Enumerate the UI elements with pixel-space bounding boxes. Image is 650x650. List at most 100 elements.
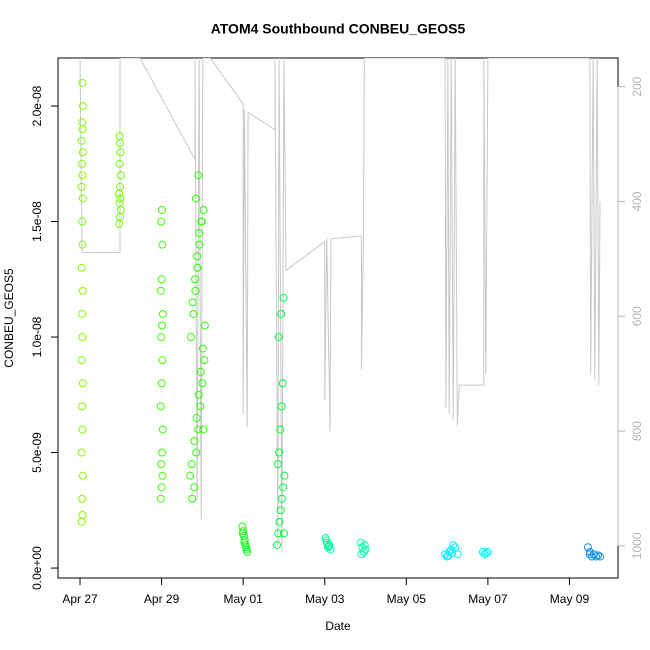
point — [361, 545, 370, 554]
point — [158, 321, 167, 330]
point — [243, 547, 252, 556]
point — [277, 309, 286, 318]
point — [78, 194, 87, 203]
point — [449, 540, 458, 549]
point — [447, 549, 456, 558]
point — [275, 448, 284, 457]
point — [115, 132, 124, 141]
point — [158, 309, 167, 318]
point — [194, 171, 203, 180]
y-tick-label: 1.5e-08 — [30, 201, 44, 242]
point — [194, 390, 203, 399]
point — [78, 102, 87, 111]
point — [189, 309, 198, 318]
point — [186, 333, 195, 342]
point — [238, 529, 247, 538]
point — [192, 413, 201, 422]
point — [78, 494, 87, 503]
point — [443, 551, 452, 560]
y2-tick-label: 400 — [630, 191, 644, 211]
point — [158, 471, 167, 480]
point — [585, 547, 594, 556]
point — [158, 448, 167, 457]
point — [453, 550, 462, 559]
y-tick-label: 2.0e-08 — [30, 85, 44, 126]
point — [78, 333, 87, 342]
point — [115, 189, 124, 198]
point — [191, 194, 200, 203]
point — [188, 298, 197, 307]
x-axis-label: Date — [325, 619, 351, 633]
x-tick-label: May 09 — [550, 592, 590, 606]
point — [190, 437, 199, 446]
point — [78, 425, 87, 434]
x-tick-label: Apr 29 — [144, 592, 180, 606]
point — [158, 425, 167, 434]
pressure-line — [79, 58, 601, 552]
point — [157, 217, 166, 226]
point — [157, 483, 166, 492]
point — [78, 309, 87, 318]
point — [190, 483, 199, 492]
point — [200, 356, 209, 365]
point — [193, 252, 202, 261]
point — [193, 263, 202, 272]
point — [191, 275, 200, 284]
point — [77, 517, 86, 526]
point — [277, 402, 286, 411]
x-tick-label: May 05 — [387, 592, 427, 606]
point — [77, 448, 86, 457]
point — [78, 402, 87, 411]
point — [188, 494, 197, 503]
point — [157, 275, 166, 284]
point — [200, 321, 209, 330]
point — [583, 543, 592, 552]
point — [78, 159, 87, 168]
point — [242, 543, 251, 552]
point — [591, 552, 600, 561]
point — [77, 182, 86, 191]
point — [197, 217, 206, 226]
x-tick-label: May 03 — [305, 592, 345, 606]
point — [192, 448, 201, 457]
point — [357, 550, 366, 559]
plot-box — [57, 57, 619, 579]
y-tick-label: 1.0e-08 — [30, 316, 44, 357]
point — [324, 542, 333, 551]
point — [78, 125, 87, 134]
point — [483, 547, 492, 556]
point — [156, 286, 165, 295]
point — [78, 379, 87, 388]
point — [78, 171, 87, 180]
y-tick-label: 5.0e-09 — [30, 432, 44, 473]
point — [273, 460, 282, 469]
point — [279, 483, 288, 492]
point — [356, 538, 365, 547]
y-axis-label: CONBEU_GEOS5 — [2, 268, 16, 368]
plot-area — [77, 58, 605, 561]
point — [115, 182, 124, 191]
y2-tick-label: 1000 — [630, 532, 644, 559]
point — [276, 425, 285, 434]
point — [482, 549, 491, 558]
point — [196, 402, 205, 411]
y2-tick-label: 200 — [630, 76, 644, 96]
point — [116, 171, 125, 180]
point — [240, 538, 249, 547]
point — [115, 159, 124, 168]
point — [594, 551, 603, 560]
point — [115, 199, 124, 208]
point — [77, 263, 86, 272]
point — [187, 460, 196, 469]
point — [78, 148, 87, 157]
x-tick-label: May 07 — [468, 592, 508, 606]
point — [195, 240, 204, 249]
point — [78, 510, 87, 519]
point — [198, 344, 207, 353]
point — [78, 78, 87, 87]
point — [78, 118, 87, 127]
chart-title: ATOM4 Southbound CONBEU_GEOS5 — [211, 21, 466, 37]
point — [158, 240, 167, 249]
point — [157, 460, 166, 469]
